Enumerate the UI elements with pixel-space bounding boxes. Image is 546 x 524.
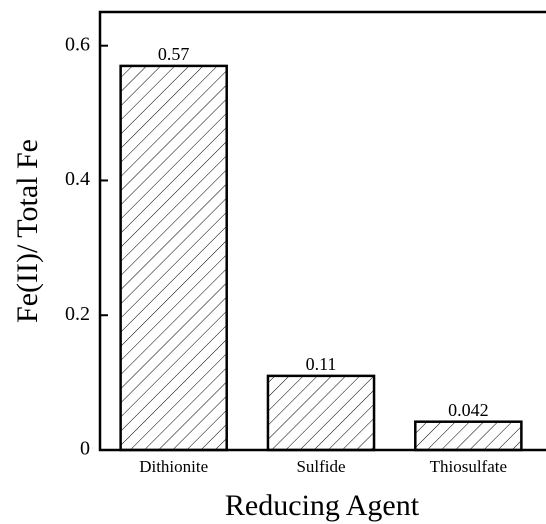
y-tick-label: 0.2 bbox=[65, 303, 90, 325]
value-label: 0.57 bbox=[158, 44, 190, 64]
x-axis-label: Reducing Agent bbox=[225, 489, 420, 522]
y-tick-label: 0.6 bbox=[65, 33, 90, 55]
axis-frame bbox=[98, 10, 546, 452]
x-tick-label: Dithionite bbox=[139, 457, 208, 476]
value-label: 0.042 bbox=[448, 400, 489, 420]
y-tick-label: 0 bbox=[80, 438, 90, 460]
y-tick-label: 0.4 bbox=[65, 168, 90, 190]
bar bbox=[414, 420, 523, 452]
bar bbox=[119, 64, 228, 452]
y-axis-label: Fe(II)/ Total Fe bbox=[11, 139, 44, 323]
x-tick-label: Sulfide bbox=[296, 457, 345, 476]
x-tick-label: Thiosulfate bbox=[430, 457, 507, 476]
value-label: 0.11 bbox=[306, 354, 337, 374]
bar bbox=[266, 374, 376, 452]
